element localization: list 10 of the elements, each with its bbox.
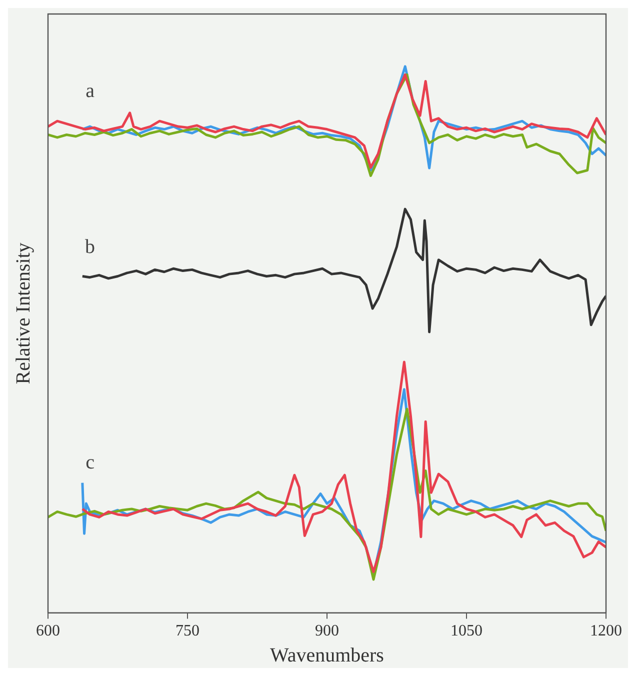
x-axis-title: Wavenumbers	[270, 644, 384, 666]
x-tick-label: 900	[315, 622, 339, 640]
x-tick-label: 750	[176, 622, 200, 640]
annotation: b	[85, 236, 95, 258]
x-tick-label: 600	[36, 622, 60, 640]
x-tick-label: 1050	[450, 622, 482, 640]
x-tick-label: 1200	[590, 622, 622, 640]
annotation: c	[86, 451, 95, 474]
annotation: a	[86, 80, 95, 102]
y-axis-title: Relative Intensity	[12, 242, 34, 384]
